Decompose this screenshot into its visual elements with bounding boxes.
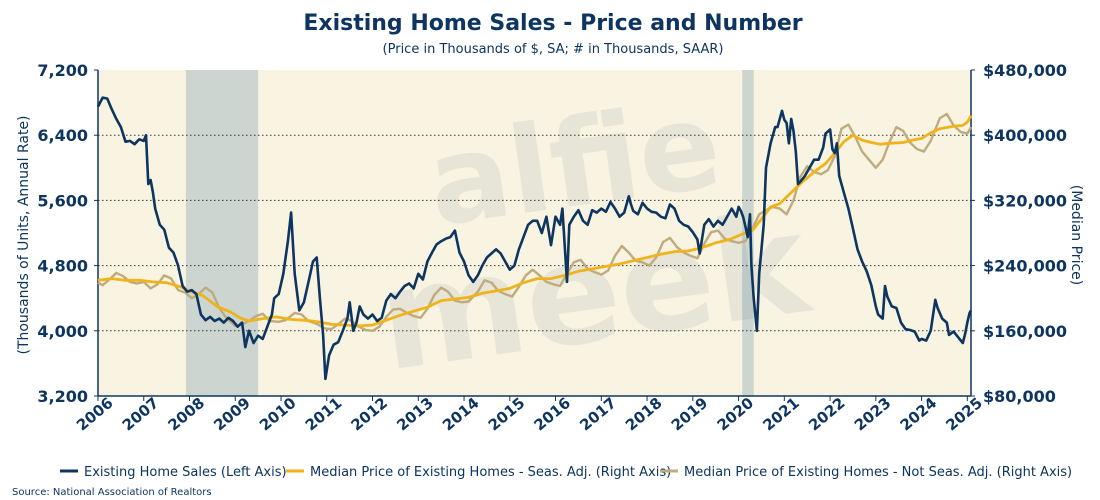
left-tick-label: 4,000 — [37, 322, 88, 341]
left-tick-label: 4,800 — [37, 257, 88, 276]
x-tick-label: 2019 — [668, 394, 712, 435]
x-tick-label: 2017 — [576, 394, 620, 435]
x-tick-label: 2009 — [210, 394, 254, 435]
x-tick-label: 2008 — [165, 394, 209, 435]
x-tick-label: 2023 — [851, 394, 895, 435]
right-tick-label: $480,000 — [983, 61, 1067, 80]
x-axis-ticks: 2006 2007 2008 2009 2010 2011 2012 2013 2014 2015… — [73, 394, 986, 435]
source-note: Source: National Association of Realtors — [12, 487, 212, 498]
legend-label: Median Price of Existing Homes - Seas. A… — [310, 465, 671, 480]
right-tick-label: $80,000 — [983, 387, 1056, 406]
legend: Existing Home Sales (Left Axis) Median Pr… — [60, 465, 1072, 480]
x-tick-label: 2018 — [622, 394, 666, 435]
x-tick-label: 2020 — [714, 394, 758, 435]
right-tick-label: $320,000 — [983, 191, 1067, 210]
right-tick-label: $160,000 — [983, 322, 1067, 341]
left-tick-label: 7,200 — [37, 61, 88, 80]
right-axis-label: (Median Price) — [1068, 185, 1084, 285]
x-tick-label: 2022 — [805, 394, 849, 435]
x-tick-label: 2011 — [302, 394, 346, 435]
x-tick-label: 2015 — [485, 394, 529, 435]
series-line — [96, 96, 973, 381]
recession-band — [185, 70, 259, 396]
left-axis-label: (Thousands of Units, Annual Rate) — [16, 115, 32, 354]
right-axis-ticks: $480,000 $400,000 $320,000 $240,000 $160,000… — [971, 61, 1067, 406]
right-tick-label: $240,000 — [983, 257, 1067, 276]
chart-title: Existing Home Sales - Price and Number — [303, 11, 802, 36]
x-tick-label: 2016 — [531, 394, 575, 435]
x-tick-label: 2010 — [256, 394, 300, 435]
x-tick-label: 2012 — [348, 394, 392, 435]
right-tick-label: $400,000 — [983, 126, 1067, 145]
left-axis-ticks: 7,200 6,400 5,600 4,800 4,000 3,200 — [37, 61, 98, 406]
x-tick-label: 2025 — [942, 394, 986, 435]
left-tick-label: 3,200 — [37, 387, 88, 406]
left-tick-label: 5,600 — [37, 191, 88, 210]
legend-label: Existing Home Sales (Left Axis) — [84, 465, 287, 480]
chart-subtitle: (Price in Thousands of $, SA; # in Thous… — [383, 42, 724, 57]
x-tick-label: 2014 — [439, 394, 483, 435]
legend-label: Median Price of Existing Homes - Not Sea… — [684, 465, 1072, 480]
x-tick-label: 2024 — [897, 394, 941, 435]
left-tick-label: 6,400 — [37, 126, 88, 145]
x-tick-label: 2007 — [119, 394, 163, 435]
series-line — [97, 114, 973, 328]
x-tick-label: 2021 — [759, 394, 803, 435]
